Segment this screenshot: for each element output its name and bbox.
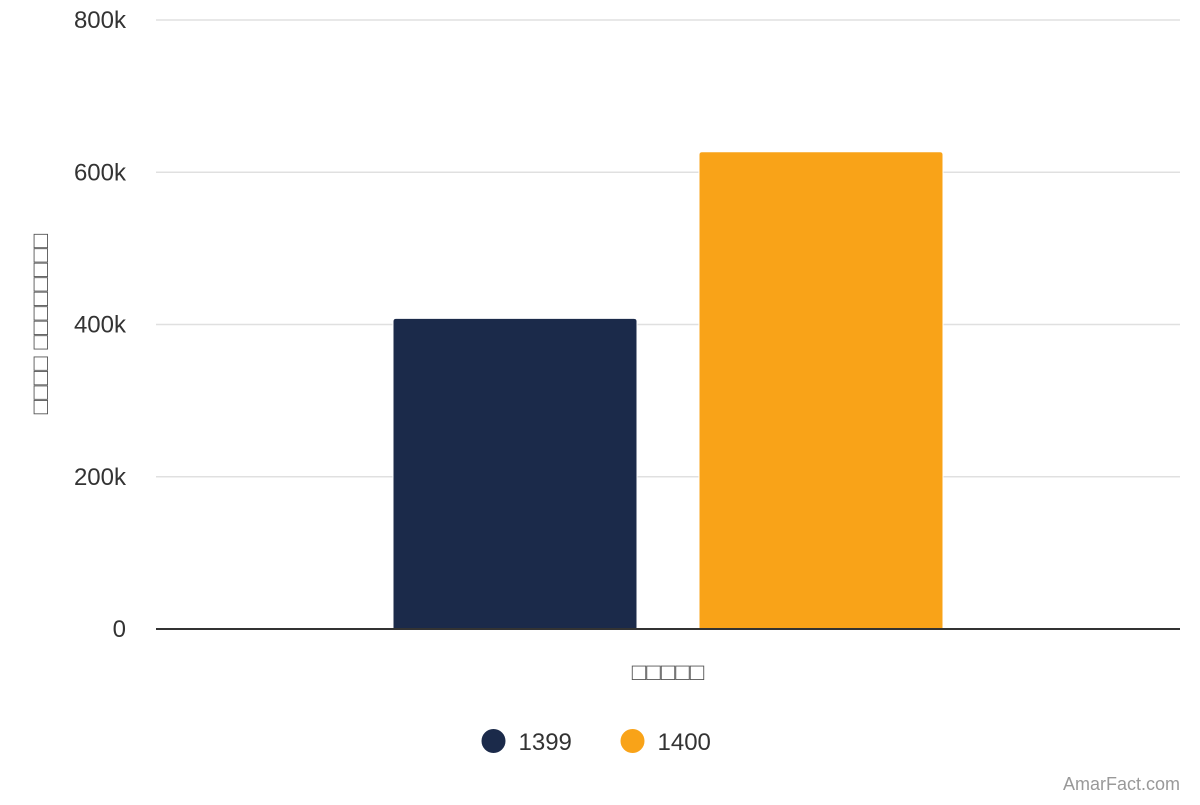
credit-text[interactable]: AmarFact.com [1063, 774, 1180, 794]
legend-label: 1400 [658, 729, 711, 756]
y-tick-label: 800k [74, 7, 127, 34]
y-tick-label: 600k [74, 159, 127, 186]
legend-swatch [481, 729, 506, 753]
legend-item-1400[interactable]: 1400 [620, 729, 711, 756]
gridlines [156, 19, 1180, 478]
y-axis-ticks: 0 200k 400k 600k 800k [74, 7, 127, 643]
y-tick-label: 0 [113, 616, 126, 643]
legend-item-1399[interactable]: 1399 [481, 729, 572, 756]
y-tick-label: 400k [74, 312, 127, 339]
y-axis-title: □□□□ □□□□□□□□ [27, 233, 54, 414]
bars [392, 151, 944, 630]
bar-1399[interactable] [392, 317, 638, 630]
y-tick-label: 200k [74, 464, 127, 491]
legend-swatch [620, 729, 645, 753]
bar-1400[interactable] [698, 151, 944, 630]
x-axis-title: □□□□□ [632, 659, 705, 686]
legend-label: 1399 [519, 729, 572, 756]
legend: 1399 1400 [481, 729, 711, 756]
